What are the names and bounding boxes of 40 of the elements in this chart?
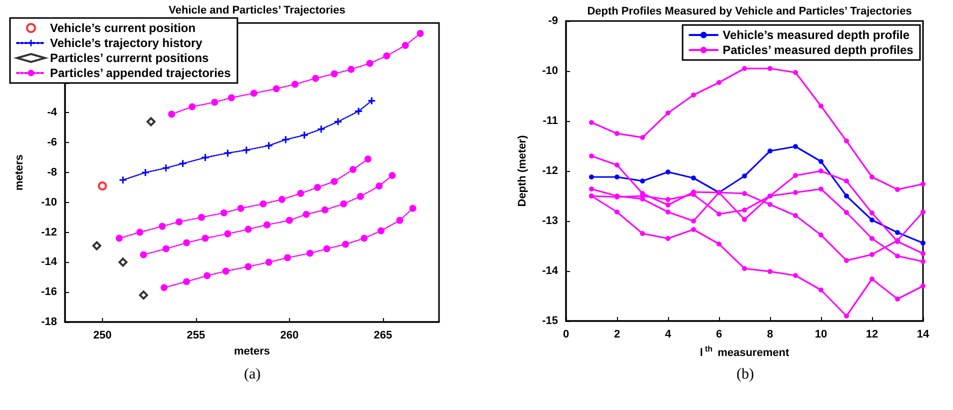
legend-label: Vehicle’s current position: [50, 21, 196, 35]
legend-label: Particles’ currernt positions: [50, 51, 210, 65]
legend-label: Vehicle’s trajectory history: [50, 36, 203, 50]
y-axis-title: Depth (meter): [516, 134, 528, 207]
y-tick-label: -12: [41, 226, 57, 238]
legend-label: Particles’ appended trajectories: [50, 66, 232, 80]
x-tick-label: 10: [814, 328, 828, 340]
y-tick-label: -18: [41, 316, 57, 328]
y-tick-label: -14: [542, 265, 559, 277]
x-tick-label: 2: [614, 328, 620, 340]
x-tick-label: 0: [562, 328, 570, 340]
y-tick-label: -14: [41, 256, 58, 268]
text: (b): [736, 366, 754, 382]
y-tick-label: -6: [47, 136, 57, 149]
x-axis-title: meters: [234, 345, 270, 358]
chart-title: Depth Profiles Measured by Vehicle and Particles’ Trajectories: [587, 6, 912, 18]
y-tick-label: -15: [542, 315, 558, 327]
chart-title: Vehicle and Particles’ Trajectories: [168, 4, 346, 16]
y-tick-label: -12: [542, 165, 558, 177]
legend-label: Vehicle’s measured depth profile: [722, 28, 910, 42]
legend-label: Paticles’ measured depth profiles: [722, 43, 914, 57]
x-tick-label: 8: [766, 328, 774, 340]
x-tick-label: 265: [374, 330, 392, 342]
y-tick-label: -13: [542, 215, 558, 227]
y-tick-label: -10: [542, 65, 558, 77]
x-tick-label: 12: [866, 328, 878, 340]
y-tick-label: -10: [41, 196, 57, 208]
x-tick-label: 6: [716, 328, 722, 340]
x-tick-label: 14: [916, 328, 930, 340]
x-tick-label: 4: [664, 328, 672, 340]
y-axis-title: meters: [14, 154, 26, 191]
text: (a): [244, 366, 261, 382]
y-tick-label: -4: [47, 106, 58, 119]
y-tick-label: -9: [548, 15, 558, 27]
y-tick-label: -8: [47, 166, 57, 178]
y-tick-label: -11: [542, 115, 558, 127]
x-tick-label: 250: [93, 330, 112, 342]
y-tick-label: -16: [41, 286, 57, 298]
x-tick-label: 260: [280, 330, 299, 342]
x-tick-label: 255: [186, 330, 206, 342]
